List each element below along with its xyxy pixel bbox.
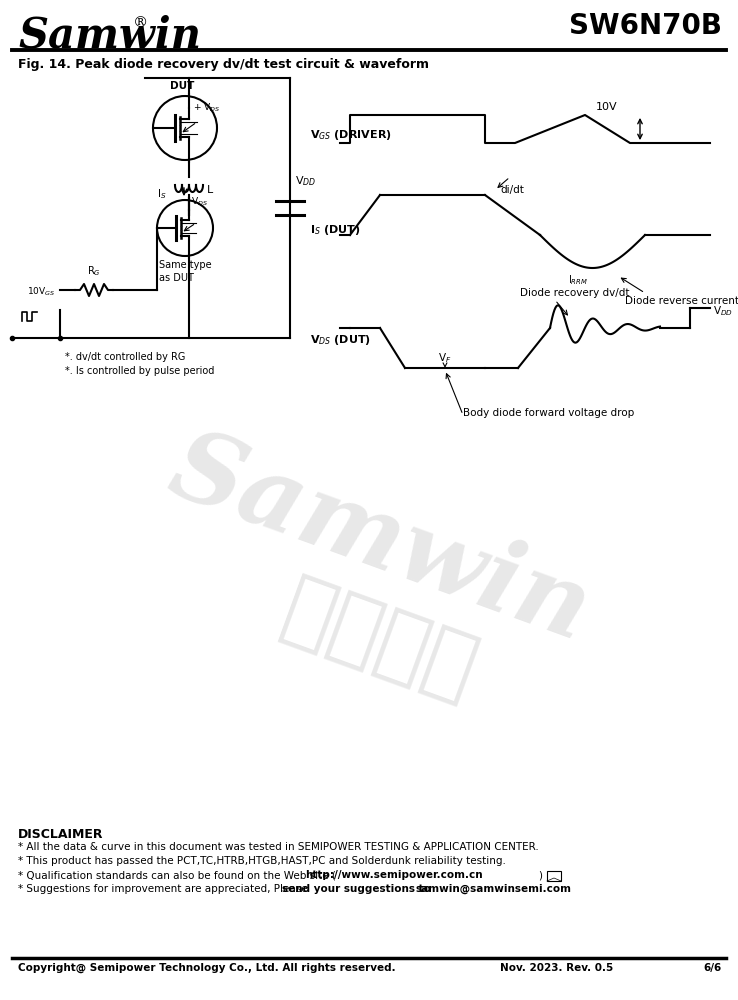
- Text: Fig. 14. Peak diode recovery dv/dt test circuit & waveform: Fig. 14. Peak diode recovery dv/dt test …: [18, 58, 429, 71]
- Text: *. Is controlled by pulse period: *. Is controlled by pulse period: [65, 366, 214, 376]
- Text: * All the data & curve in this document was tested in SEMIPOWER TESTING & APPLIC: * All the data & curve in this document …: [18, 842, 539, 852]
- Text: DISCLAIMER: DISCLAIMER: [18, 828, 103, 841]
- Text: Nov. 2023. Rev. 0.5: Nov. 2023. Rev. 0.5: [500, 963, 613, 973]
- Text: I$_S$: I$_S$: [157, 187, 167, 201]
- Text: SW6N70B: SW6N70B: [569, 12, 722, 40]
- Text: 6/6: 6/6: [704, 963, 722, 973]
- Text: Body diode forward voltage drop: Body diode forward voltage drop: [463, 408, 634, 418]
- Text: L: L: [207, 185, 213, 195]
- Text: Samwin: Samwin: [18, 15, 201, 57]
- Text: Diode reverse current: Diode reverse current: [625, 296, 738, 306]
- Text: I$_S$ (DUT): I$_S$ (DUT): [310, 223, 360, 237]
- Text: ): ): [538, 870, 542, 880]
- Text: ®: ®: [133, 16, 148, 30]
- Text: V$_{DD}$: V$_{DD}$: [295, 174, 317, 188]
- Text: Samwin: Samwin: [157, 419, 603, 661]
- Text: send your suggestions to: send your suggestions to: [282, 884, 435, 894]
- Text: Copyright@ Semipower Technology Co., Ltd. All rights reserved.: Copyright@ Semipower Technology Co., Ltd…: [18, 963, 396, 973]
- Text: V$_{DS}$: V$_{DS}$: [191, 195, 208, 208]
- Text: DUT: DUT: [170, 81, 194, 91]
- Text: + V$_{DS}$: + V$_{DS}$: [193, 101, 221, 113]
- Text: 内部保密: 内部保密: [272, 568, 488, 712]
- Text: * Qualification standards can also be found on the Web site (: * Qualification standards can also be fo…: [18, 870, 336, 880]
- Text: samwin@samwinsemi.com: samwin@samwinsemi.com: [415, 884, 571, 894]
- Text: V$_{DD}$: V$_{DD}$: [713, 304, 733, 318]
- Text: Same type
as DUT: Same type as DUT: [159, 260, 212, 283]
- FancyBboxPatch shape: [547, 871, 561, 881]
- Text: * This product has passed the PCT,TC,HTRB,HTGB,HAST,PC and Solderdunk reliabilit: * This product has passed the PCT,TC,HTR…: [18, 856, 506, 866]
- Text: I$_{RRM}$: I$_{RRM}$: [568, 273, 588, 287]
- Text: *. dv/dt controlled by RG: *. dv/dt controlled by RG: [65, 352, 185, 362]
- Text: V$_{DS}$ (DUT): V$_{DS}$ (DUT): [310, 333, 371, 347]
- Text: V$_F$: V$_F$: [438, 351, 452, 365]
- Text: Diode recovery dv/dt: Diode recovery dv/dt: [520, 288, 630, 298]
- Text: R$_G$: R$_G$: [87, 264, 101, 278]
- Text: 10V$_{GS}$: 10V$_{GS}$: [27, 286, 55, 298]
- Text: * Suggestions for improvement are appreciated, Please: * Suggestions for improvement are apprec…: [18, 884, 311, 894]
- Text: V$_{GS}$ (DRIVER): V$_{GS}$ (DRIVER): [310, 128, 392, 142]
- Text: 10V: 10V: [596, 102, 618, 112]
- Text: di/dt: di/dt: [500, 185, 524, 195]
- Text: http://www.semipower.com.cn: http://www.semipower.com.cn: [305, 870, 483, 880]
